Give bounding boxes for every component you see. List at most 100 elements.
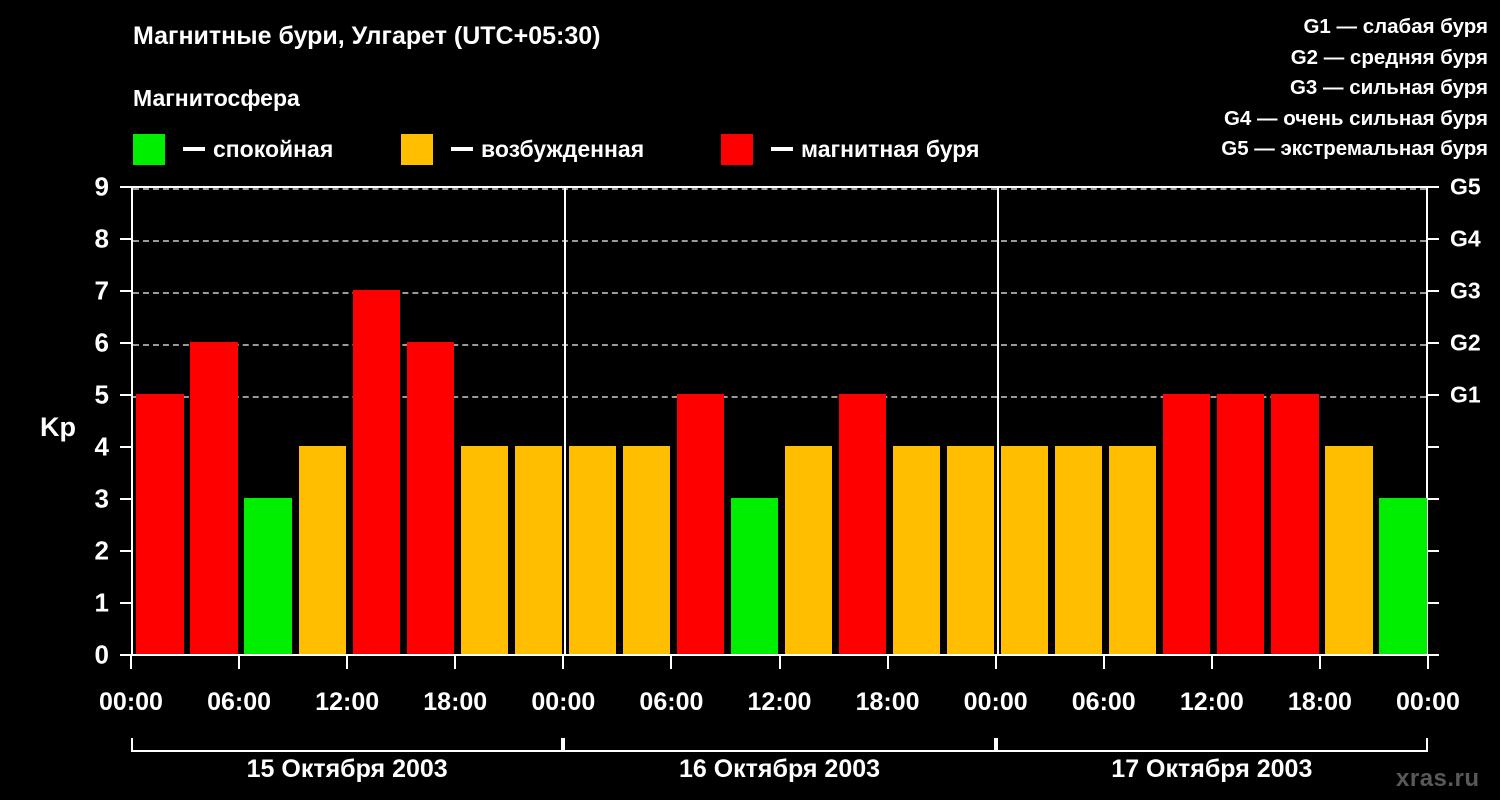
date-label-1: 15 Октября 2003 (246, 755, 448, 783)
y-tick-5 (120, 394, 131, 396)
bar[interactable] (298, 446, 346, 654)
bar[interactable] (1109, 446, 1157, 654)
g-legend-row-g3: G3 — сильная буря (1289, 76, 1488, 99)
legend-swatch-calm (133, 133, 165, 165)
y-tick-4 (120, 446, 131, 448)
x-tick-4 (562, 656, 565, 669)
g-legend-row-g5: G5 — экстремальная буря (1221, 137, 1488, 160)
gridline-kp-8 (133, 240, 1426, 242)
x-tick-8 (994, 656, 997, 669)
x-tick-label-2: 12:00 (315, 688, 380, 716)
g-legend-row-g2: G2 — средняя буря (1290, 45, 1488, 69)
day-separator-1 (564, 188, 567, 656)
legend-label-storm: магнитная буря (801, 135, 980, 162)
g-axis-tick-kp-4 (1428, 446, 1439, 448)
g-legend-row-g1: G1 — слабая буря (1303, 15, 1488, 38)
bar[interactable] (514, 446, 562, 654)
bars-layer (133, 188, 1427, 654)
legend-swatch-unsettled (401, 133, 433, 165)
bar[interactable] (1271, 394, 1319, 654)
gridline-kp-7 (133, 292, 1426, 294)
bar[interactable] (1163, 394, 1211, 654)
magnetosphere-section-label: Магнитосфера (133, 85, 300, 111)
g-axis-tick-kp-7 (1428, 290, 1439, 292)
legend-dash-icon (451, 147, 473, 151)
bar[interactable] (622, 446, 671, 654)
g-scale-legend: G1 — слабая буря G2 — средняя буря G3 — … (1068, 12, 1488, 165)
date-bracket-1 (131, 738, 564, 752)
legend-swatch-storm (721, 133, 753, 165)
legend-label-calm: спокойная (213, 135, 334, 162)
x-tick-10 (1210, 656, 1213, 669)
y-tick-label-5: 5 (94, 379, 109, 410)
g-axis-label-g2: G2 (1450, 329, 1481, 356)
y-tick-label-2: 2 (94, 535, 109, 566)
y-tick-label-6: 6 (94, 327, 109, 358)
bar[interactable] (136, 394, 184, 654)
g-axis-tick-kp-0 (1428, 654, 1439, 656)
x-tick-label-6: 12:00 (747, 688, 812, 716)
bar[interactable] (1001, 446, 1049, 654)
g-axis-tick-kp-6 (1428, 342, 1439, 344)
condition-legend: спокойная возбужденная магнитная буря (133, 132, 1053, 166)
bar[interactable] (1379, 498, 1427, 654)
g-axis-label-g5: G5 (1450, 173, 1481, 200)
x-tick-label-1: 06:00 (207, 688, 272, 716)
x-tick-2 (346, 656, 349, 669)
gridline-kp-6 (133, 344, 1426, 346)
x-tick-label-12: 00:00 (1396, 688, 1460, 716)
y-tick-label-9: 9 (94, 171, 109, 202)
g-axis-tick-kp-3 (1428, 498, 1439, 500)
x-tick-label-5: 06:00 (639, 688, 704, 716)
date-label-3: 17 Октября 2003 (1111, 755, 1313, 783)
bar[interactable] (730, 498, 779, 654)
bar[interactable] (244, 498, 292, 654)
legend-item-unsettled: возбужденная (401, 132, 644, 166)
legend-item-storm: магнитная буря (721, 132, 979, 166)
x-tick-label-7: 18:00 (855, 688, 920, 716)
day-separator-2 (996, 188, 999, 656)
x-tick-1 (238, 656, 241, 669)
bar[interactable] (1325, 446, 1373, 654)
bar[interactable] (838, 394, 887, 654)
plot-area (131, 186, 1428, 656)
y-tick-9 (120, 186, 131, 188)
bar[interactable] (1217, 394, 1265, 654)
x-tick-label-0: 00:00 (99, 688, 163, 716)
g-axis-tick-kp-1 (1428, 602, 1439, 604)
y-tick-1 (120, 602, 131, 604)
bar[interactable] (892, 446, 941, 654)
legend-dash-icon (183, 147, 205, 151)
date-bracket-2 (563, 738, 996, 752)
bar[interactable] (947, 446, 995, 654)
bar[interactable] (1055, 446, 1103, 654)
g-axis-label-g4: G4 (1450, 225, 1481, 252)
g-axis-tick-kp-8 (1428, 238, 1439, 240)
date-label-2: 16 Октября 2003 (678, 755, 881, 783)
g-axis-tick-kp-2 (1428, 550, 1439, 552)
x-tick-9 (1102, 656, 1105, 669)
bar[interactable] (460, 446, 508, 654)
y-tick-8 (120, 238, 131, 240)
bar[interactable] (676, 394, 725, 654)
x-tick-label-10: 12:00 (1179, 688, 1244, 716)
y-tick-label-1: 1 (94, 587, 109, 618)
bar[interactable] (406, 342, 454, 654)
y-tick-6 (120, 342, 131, 344)
x-tick-label-4: 00:00 (531, 688, 596, 716)
page-title: Магнитные бури, Улгарет (UTC+05:30) (133, 22, 601, 50)
y-tick-7 (120, 290, 131, 292)
gridline-kp-9 (133, 188, 1426, 190)
bar[interactable] (784, 446, 833, 654)
watermark: xras.ru (1396, 765, 1480, 792)
bar[interactable] (568, 446, 616, 654)
g-axis-tick-kp-9 (1428, 186, 1439, 188)
y-tick-label-0: 0 (94, 639, 109, 670)
bar[interactable] (352, 290, 400, 654)
legend-label-unsettled: возбужденная (481, 135, 645, 162)
gridline-kp-5 (133, 396, 1426, 398)
bar[interactable] (190, 342, 238, 654)
y-tick-label-7: 7 (94, 275, 109, 306)
g-axis-label-g1: G1 (1450, 381, 1481, 408)
